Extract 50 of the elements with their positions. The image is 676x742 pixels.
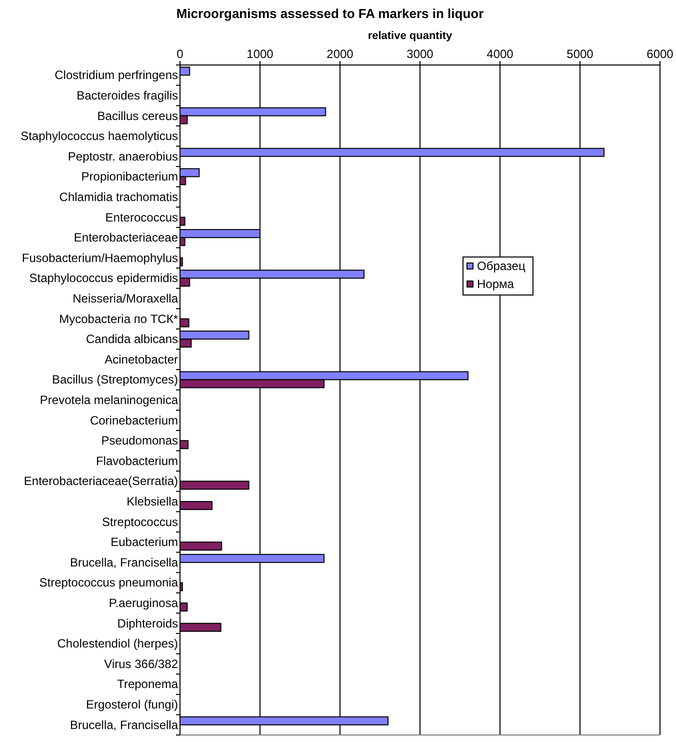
x-tick-label: 2000 [326,47,354,61]
bar [180,501,212,510]
y-tick-label: Acinetobacter [104,352,178,366]
x-tick-label: 5000 [566,47,594,61]
y-tick-label: Cholestendiol (herpes) [57,636,178,651]
x-tick-label: 3000 [406,47,434,61]
y-tick-label: P.aeruginosa [108,596,178,610]
y-tick-label: Klebsiella [126,494,178,509]
y-tick-label: Prevotela melaninogenica [40,393,178,407]
y-tick-label: Bacteroides fragilis [76,88,178,102]
y-tick-label: Enterococcus [105,210,178,224]
y-tick-label: Brucella, Francisella [70,555,178,570]
x-tick-label: 0 [176,47,184,61]
y-tick-label: Bacillus (Streptomyces) [52,372,178,387]
legend-label: Норма [477,277,514,291]
bar [180,542,222,551]
legend-label: Образец [477,259,526,273]
y-tick-label: Streptococcus [102,514,178,529]
y-tick-label: Enterobacteriaceae [74,230,178,245]
chart-title: Microorganisms assessed to FA markers in liquor [176,6,484,21]
y-tick-label: Virus 366/382 [104,656,178,671]
y-tick-label: Enterobacteriaceae(Serratia) [24,474,178,488]
bar [180,318,190,328]
y-tick-label: Pseudomonas [101,434,178,448]
y-tick-label: Streptococcus pneumonia [39,576,178,590]
y-tick-label: Fusobacterium/Haemophylus [22,250,178,265]
x-tick-label: 1000 [246,47,274,61]
y-tick-label: Clostridium perfringens [54,68,178,82]
y-tick-label: Staphylococcus epidermidis [29,271,178,286]
y-tick-label: Ergosterol (fungi) [86,698,178,712]
y-tick-label: Corinebacterium [90,413,178,428]
y-tick-label: Neisseria/Moraxella [72,291,178,306]
y-tick-label: Chlamidia trachomatis [59,190,178,204]
y-tick-label: Candida albicans [86,332,178,346]
x-tick-label: 6000 [646,47,674,61]
bar [180,622,222,632]
y-tick-label: Mycobacteria по ТСК* [59,312,178,326]
x-axis-title: relative quantity [368,30,454,42]
x-tick-label: 4000 [486,47,514,61]
bar [180,440,188,450]
y-tick-label: Brucella, Francisella [70,718,178,732]
y-tick-label: Flavobacterium [96,454,178,468]
y-tick-label: Eubacterium [110,535,178,550]
y-tick-label: Treponema [117,677,178,692]
y-tick-label: Peptostr. anaerobius [68,149,178,164]
y-tick-label: Diphteroids [117,616,178,630]
y-tick-label: Staphylococcus haemolyticus [20,129,178,144]
y-tick-label: Bacillus cereus [97,108,178,123]
y-tick-label: Propionibacterium [81,170,178,184]
bar [180,480,250,490]
